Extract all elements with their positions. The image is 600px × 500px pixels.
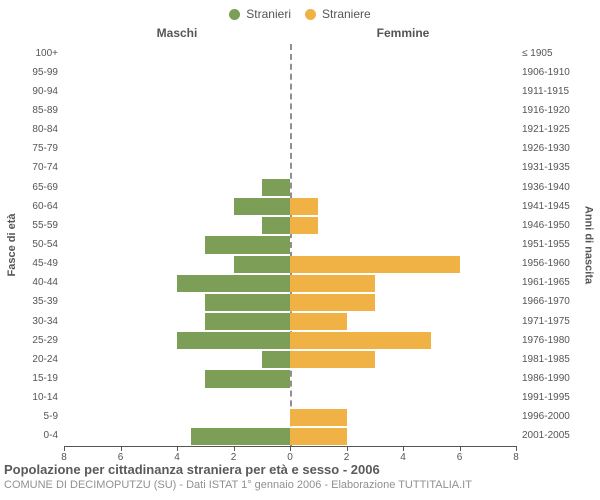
- pyramid-plot: [64, 44, 516, 446]
- birth-year-label: 1996-2000: [522, 411, 570, 422]
- x-tick-label: 0: [287, 452, 293, 463]
- bar-female: [290, 351, 375, 368]
- x-tick-label: 6: [457, 452, 463, 463]
- legend-item-straniere: Straniere: [305, 7, 371, 21]
- age-label: 100+: [0, 48, 58, 59]
- bar-female: [290, 409, 347, 426]
- label-maschi: Maschi: [64, 26, 290, 40]
- birth-year-label: 1921-1925: [522, 124, 570, 135]
- age-label: 75-79: [0, 143, 58, 154]
- age-label: 70-74: [0, 162, 58, 173]
- bar-female: [290, 198, 318, 215]
- birth-year-label: 1951-1955: [522, 239, 570, 250]
- birth-year-label: 1941-1945: [522, 201, 570, 212]
- birth-year-label: 1946-1950: [522, 220, 570, 231]
- birth-year-label: 1966-1970: [522, 296, 570, 307]
- bar-male: [262, 217, 290, 234]
- age-label: 80-84: [0, 124, 58, 135]
- bar-male: [205, 370, 290, 387]
- bar-male: [177, 275, 290, 292]
- bar-female: [290, 294, 375, 311]
- age-label: 15-19: [0, 373, 58, 384]
- bar-male: [205, 294, 290, 311]
- age-label: 25-29: [0, 335, 58, 346]
- bar-male: [205, 313, 290, 330]
- x-tick-label: 6: [118, 452, 124, 463]
- bar-male: [177, 332, 290, 349]
- birth-year-label: 1991-1995: [522, 392, 570, 403]
- bar-female: [290, 313, 347, 330]
- birth-year-label: 2001-2005: [522, 430, 570, 441]
- age-label: 85-89: [0, 105, 58, 116]
- age-label: 65-69: [0, 182, 58, 193]
- x-tick-label: 8: [61, 452, 67, 463]
- bar-female: [290, 332, 431, 349]
- gender-labels: Maschi Femmine: [0, 26, 600, 42]
- x-tick-label: 8: [513, 452, 519, 463]
- age-label: 20-24: [0, 354, 58, 365]
- bar-male: [191, 428, 290, 445]
- age-label: 0-4: [0, 430, 58, 441]
- birth-year-label: 1906-1910: [522, 67, 570, 78]
- birth-year-label: 1956-1960: [522, 258, 570, 269]
- birth-year-label: 1981-1985: [522, 354, 570, 365]
- bar-female: [290, 275, 375, 292]
- chart-title: Popolazione per cittadinanza straniera p…: [4, 462, 596, 477]
- age-label: 40-44: [0, 277, 58, 288]
- legend-label-stranieri: Stranieri: [246, 7, 291, 21]
- chart-subtitle: COMUNE DI DECIMOPUTZU (SU) - Dati ISTAT …: [4, 479, 596, 491]
- age-label: 60-64: [0, 201, 58, 212]
- bar-female: [290, 256, 460, 273]
- birth-year-label: 1961-1965: [522, 277, 570, 288]
- bar-male: [234, 256, 291, 273]
- age-label: 50-54: [0, 239, 58, 250]
- x-tick-label: 2: [231, 452, 237, 463]
- age-label: 90-94: [0, 86, 58, 97]
- birth-year-label: 1971-1975: [522, 316, 570, 327]
- y-axis-title-right: Anni di nascita: [582, 206, 594, 284]
- birth-year-label: 1916-1920: [522, 105, 570, 116]
- age-label: 35-39: [0, 296, 58, 307]
- bar-male: [262, 351, 290, 368]
- birth-year-label: 1986-1990: [522, 373, 570, 384]
- age-label: 45-49: [0, 258, 58, 269]
- age-label: 10-14: [0, 392, 58, 403]
- x-tick-label: 4: [174, 452, 180, 463]
- age-label: 5-9: [0, 411, 58, 422]
- center-divider: [290, 44, 292, 446]
- legend-label-straniere: Straniere: [322, 7, 371, 21]
- label-femmine: Femmine: [290, 26, 516, 40]
- x-axis-line: [64, 446, 516, 447]
- bar-male: [205, 236, 290, 253]
- legend-swatch-straniere: [305, 9, 316, 20]
- x-tick-label: 2: [344, 452, 350, 463]
- legend-item-stranieri: Stranieri: [229, 7, 291, 21]
- birth-year-label: ≤ 1905: [522, 48, 553, 59]
- age-label: 95-99: [0, 67, 58, 78]
- x-tick-mark: [516, 446, 517, 451]
- birth-year-label: 1911-1915: [522, 86, 569, 97]
- birth-year-label: 1931-1935: [522, 162, 570, 173]
- chart-footer: Popolazione per cittadinanza straniera p…: [4, 462, 596, 491]
- bar-female: [290, 217, 318, 234]
- birth-year-label: 1976-1980: [522, 335, 570, 346]
- legend: Stranieri Straniere: [0, 0, 600, 24]
- bar-female: [290, 428, 347, 445]
- x-tick-label: 4: [400, 452, 406, 463]
- birth-year-label: 1936-1940: [522, 182, 570, 193]
- age-label: 30-34: [0, 316, 58, 327]
- legend-swatch-stranieri: [229, 9, 240, 20]
- bar-male: [262, 179, 290, 196]
- age-label: 55-59: [0, 220, 58, 231]
- bar-male: [234, 198, 291, 215]
- birth-year-label: 1926-1930: [522, 143, 570, 154]
